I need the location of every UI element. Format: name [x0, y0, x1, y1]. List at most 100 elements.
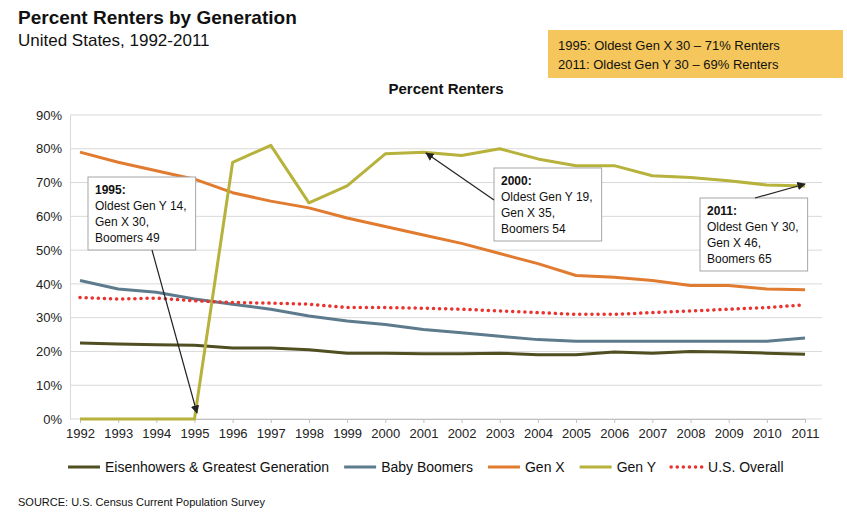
- chart: Percent Renters by Generation United Stat…: [0, 0, 847, 522]
- series-line: [80, 297, 805, 314]
- annotation-text: Oldest Gen Y 30,: [707, 220, 799, 234]
- x-tick-mark: [500, 419, 501, 423]
- x-tick-mark: [538, 419, 539, 423]
- annotation-text: 2011:: [707, 204, 737, 218]
- annotation-box: [88, 177, 196, 250]
- x-tick: 2010: [753, 419, 782, 441]
- x-tick-mark: [347, 419, 348, 423]
- x-tick-mark: [614, 419, 615, 423]
- y-tick: 70%: [36, 175, 70, 190]
- annotation-text: 2000:: [501, 174, 532, 188]
- series-line: [80, 145, 805, 419]
- legend-label: Baby Boomers: [381, 459, 473, 475]
- x-tick-mark: [309, 419, 310, 423]
- y-tick: 50%: [36, 243, 70, 258]
- legend-label: Gen X: [525, 459, 565, 475]
- title: Percent Renters by Generation: [18, 7, 297, 28]
- x-tick-label: 1994: [142, 426, 171, 441]
- x-axis: 1992199319941995199619971998199920002001…: [66, 419, 819, 441]
- y-tick-label: 30%: [36, 310, 62, 325]
- highlight-text: 1995: Oldest Gen X 30 – 71% Renters: [558, 38, 780, 53]
- y-tick: 20%: [36, 344, 70, 359]
- x-tick-mark: [691, 419, 692, 423]
- y-tick-label: 10%: [36, 378, 62, 393]
- legend: Eisenhowers & Greatest Generation Baby Bo…: [68, 459, 784, 475]
- y-axis: 0%10%20%30%40%50%60%70%80%90%: [36, 108, 71, 427]
- x-tick-label: 1997: [257, 426, 286, 441]
- x-tick-label: 2009: [715, 426, 744, 441]
- x-tick: 2006: [600, 419, 629, 441]
- x-tick-mark: [767, 419, 768, 423]
- x-tick-label: 2005: [562, 426, 591, 441]
- highlight-box: 1995: Oldest Gen X 30 – 71% Renters2011:…: [548, 30, 843, 78]
- y-tick: 60%: [36, 209, 70, 224]
- x-tick: 2011: [792, 419, 820, 441]
- x-tick: 2001: [409, 419, 438, 441]
- x-tick: 1997: [257, 419, 286, 441]
- y-tick-label: 40%: [36, 277, 62, 292]
- legend-item: Gen Y: [580, 459, 657, 475]
- x-tick-label: 2002: [448, 426, 477, 441]
- legend-swatch: [488, 466, 520, 469]
- x-tick-mark: [462, 419, 463, 423]
- x-tick-label: 2000: [371, 426, 400, 441]
- x-tick: 1998: [295, 419, 324, 441]
- legend-item: Baby Boomers: [344, 459, 473, 475]
- annotation: 2011:Oldest Gen Y 30,Gen X 46,Boomers 65: [700, 184, 808, 271]
- grid-line: [70, 385, 822, 386]
- annotation-text: Oldest Gen Y 14,: [95, 199, 187, 213]
- legend-label: Gen Y: [617, 459, 657, 475]
- x-tick-label: 2011: [792, 426, 820, 441]
- x-tick-label: 2003: [486, 426, 515, 441]
- x-tick: 2008: [677, 419, 706, 441]
- annotation-text: Gen X 30,: [95, 215, 149, 229]
- x-tick: 2009: [715, 419, 744, 441]
- y-tick: 40%: [36, 277, 70, 292]
- x-tick-mark: [652, 419, 653, 423]
- background: [0, 0, 847, 522]
- y-tick: 80%: [36, 141, 70, 156]
- annotation-text: Boomers 54: [501, 222, 566, 236]
- grid-line: [70, 317, 822, 318]
- y-axis-line: [70, 116, 71, 420]
- x-tick-label: 1992: [66, 426, 95, 441]
- highlight-background: [548, 30, 843, 78]
- annotations: 1995:Oldest Gen Y 14,Gen X 30,Boomers 49…: [88, 153, 808, 413]
- y-tick-label: 70%: [36, 175, 62, 190]
- x-tick-label: 2007: [638, 426, 667, 441]
- subtitle: United States, 1992-2011: [18, 31, 210, 50]
- series-line: [80, 152, 805, 289]
- x-tick-label: 1996: [219, 426, 248, 441]
- x-tick: 1995: [181, 419, 210, 441]
- x-tick-mark: [271, 419, 272, 423]
- annotation-arrow: [152, 250, 197, 413]
- x-tick-mark: [805, 419, 806, 423]
- y-tick-label: 50%: [36, 243, 62, 258]
- annotation-text: Gen X 46,: [707, 236, 761, 250]
- x-tick-mark: [385, 419, 386, 423]
- x-tick-label: 1995: [181, 426, 210, 441]
- y-tick-label: 20%: [36, 344, 62, 359]
- annotation-text: Oldest Gen Y 19,: [501, 190, 593, 204]
- x-tick-label: 2001: [409, 426, 438, 441]
- lines: [80, 145, 805, 419]
- x-tick-label: 2006: [600, 426, 629, 441]
- annotation-text: 1995:: [95, 183, 126, 197]
- x-tick-label: 1993: [104, 426, 133, 441]
- y-tick-label: 60%: [36, 209, 62, 224]
- x-tick: 1993: [104, 419, 133, 441]
- legend-label: Eisenhowers & Greatest Generation: [105, 459, 329, 475]
- legend-swatch: [671, 465, 703, 469]
- annotation-arrow: [426, 153, 494, 200]
- x-tick: 1994: [142, 419, 171, 441]
- x-tick-label: 2010: [753, 426, 782, 441]
- grid-line: [70, 115, 822, 116]
- y-tick: 10%: [36, 378, 70, 393]
- annotation-box: [494, 168, 602, 241]
- y-tick-label: 80%: [36, 141, 62, 156]
- x-tick-mark: [576, 419, 577, 423]
- x-tick-label: 1998: [295, 426, 324, 441]
- y-tick-label: 90%: [36, 108, 62, 123]
- source: SOURCE: U.S. Census Current Population S…: [18, 496, 265, 508]
- legend-item: U.S. Overall: [671, 459, 783, 475]
